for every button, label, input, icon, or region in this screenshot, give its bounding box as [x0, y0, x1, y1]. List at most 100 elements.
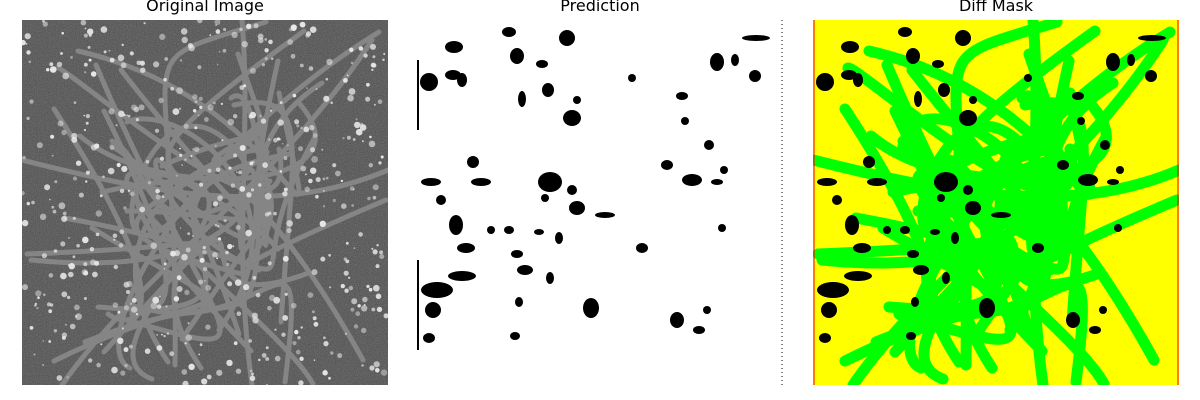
bright-speckle [31, 200, 35, 205]
bright-speckle [286, 144, 289, 147]
bright-speckle [147, 181, 152, 185]
bright-speckle [226, 262, 230, 267]
bright-speckle [261, 353, 267, 358]
bright-speckle [370, 62, 376, 68]
blob-region [573, 96, 581, 104]
bright-speckle [22, 219, 29, 227]
bright-speckle [305, 173, 307, 176]
bright-speckle [178, 107, 182, 110]
bright-speckle [321, 148, 324, 151]
bright-speckle [322, 190, 325, 192]
blob-region [534, 229, 544, 235]
bright-speckle [85, 170, 90, 175]
bright-speckle [345, 241, 349, 245]
diff-fiber-region [813, 154, 1179, 203]
bright-speckle [332, 198, 336, 203]
bright-speckle [366, 82, 370, 87]
blob-region [567, 185, 577, 195]
bright-speckle [22, 284, 28, 291]
bright-speckle [61, 332, 68, 338]
bright-speckle [260, 118, 267, 124]
bright-speckle [216, 63, 219, 66]
blob-region [502, 27, 516, 37]
bright-speckle [363, 53, 368, 58]
bright-speckle [315, 88, 318, 90]
bright-speckle [313, 359, 316, 362]
bright-speckle [250, 188, 255, 192]
bright-speckle [199, 105, 203, 109]
bright-speckle [372, 184, 379, 191]
bright-speckle [155, 188, 160, 194]
bright-speckle [135, 118, 139, 122]
bright-speckle [87, 45, 91, 49]
bright-speckle [212, 252, 218, 258]
bright-speckle [258, 183, 262, 187]
bright-speckle [126, 114, 129, 117]
bright-speckle [75, 313, 82, 320]
bright-speckle [323, 95, 330, 102]
diff-fiber-region [889, 105, 963, 325]
bright-speckle [267, 211, 272, 216]
bright-speckle [187, 322, 190, 325]
bright-speckle [22, 39, 26, 46]
bright-speckle [188, 363, 195, 370]
bright-speckle [217, 225, 220, 228]
bright-speckle [51, 154, 54, 157]
bright-speckle [308, 178, 313, 184]
bright-speckle [62, 211, 67, 216]
bright-speckle [51, 205, 55, 209]
bright-speckle [223, 27, 227, 32]
bright-speckle [169, 351, 175, 357]
bright-speckle [368, 140, 376, 148]
bright-speckle [233, 114, 238, 119]
bright-speckle [130, 191, 135, 197]
blob-region [420, 73, 438, 91]
bright-speckle [277, 119, 284, 126]
bright-speckle [367, 196, 371, 201]
bright-speckle [207, 104, 214, 111]
bright-speckle [175, 174, 178, 177]
bright-speckle [127, 189, 130, 192]
bright-speckle [87, 28, 94, 35]
bright-speckle [83, 270, 89, 276]
diff-mask-title: Diff Mask [958, 0, 1034, 15]
bright-speckle [24, 33, 31, 40]
bright-speckle [222, 48, 227, 53]
bright-speckle [26, 201, 30, 206]
bright-speckle [36, 307, 39, 310]
bright-speckle [294, 212, 301, 219]
blob-region [670, 312, 684, 328]
bright-speckle [326, 58, 333, 66]
bright-speckle [292, 341, 297, 346]
bright-speckle [286, 227, 292, 234]
blob-region [867, 178, 887, 186]
bright-speckle [84, 27, 87, 30]
bright-speckle [181, 369, 188, 375]
bright-speckle [273, 211, 277, 216]
bright-speckle [66, 295, 71, 300]
bright-speckle [163, 262, 167, 266]
bright-speckle [292, 93, 297, 98]
bright-speckle [308, 66, 314, 71]
bright-speckle [206, 374, 212, 380]
bright-speckle [299, 63, 304, 68]
bright-speckle [133, 106, 140, 113]
blob-region [457, 243, 475, 253]
bright-speckle [311, 156, 318, 163]
bright-speckle [123, 305, 130, 311]
bright-speckle [283, 187, 288, 192]
blob-region [510, 332, 520, 340]
bright-speckle [119, 229, 125, 235]
bright-speckle [216, 257, 219, 260]
blob-region [907, 250, 919, 258]
bright-speckle [340, 283, 345, 289]
blob-region [518, 91, 526, 107]
blob-region [841, 70, 857, 80]
bright-speckle [73, 176, 77, 181]
bright-speckle [362, 140, 364, 143]
bright-speckle [52, 209, 57, 214]
blob-region [1107, 179, 1119, 185]
bright-speckle [355, 118, 358, 121]
bright-speckle [164, 57, 169, 61]
bright-speckle [309, 26, 317, 33]
